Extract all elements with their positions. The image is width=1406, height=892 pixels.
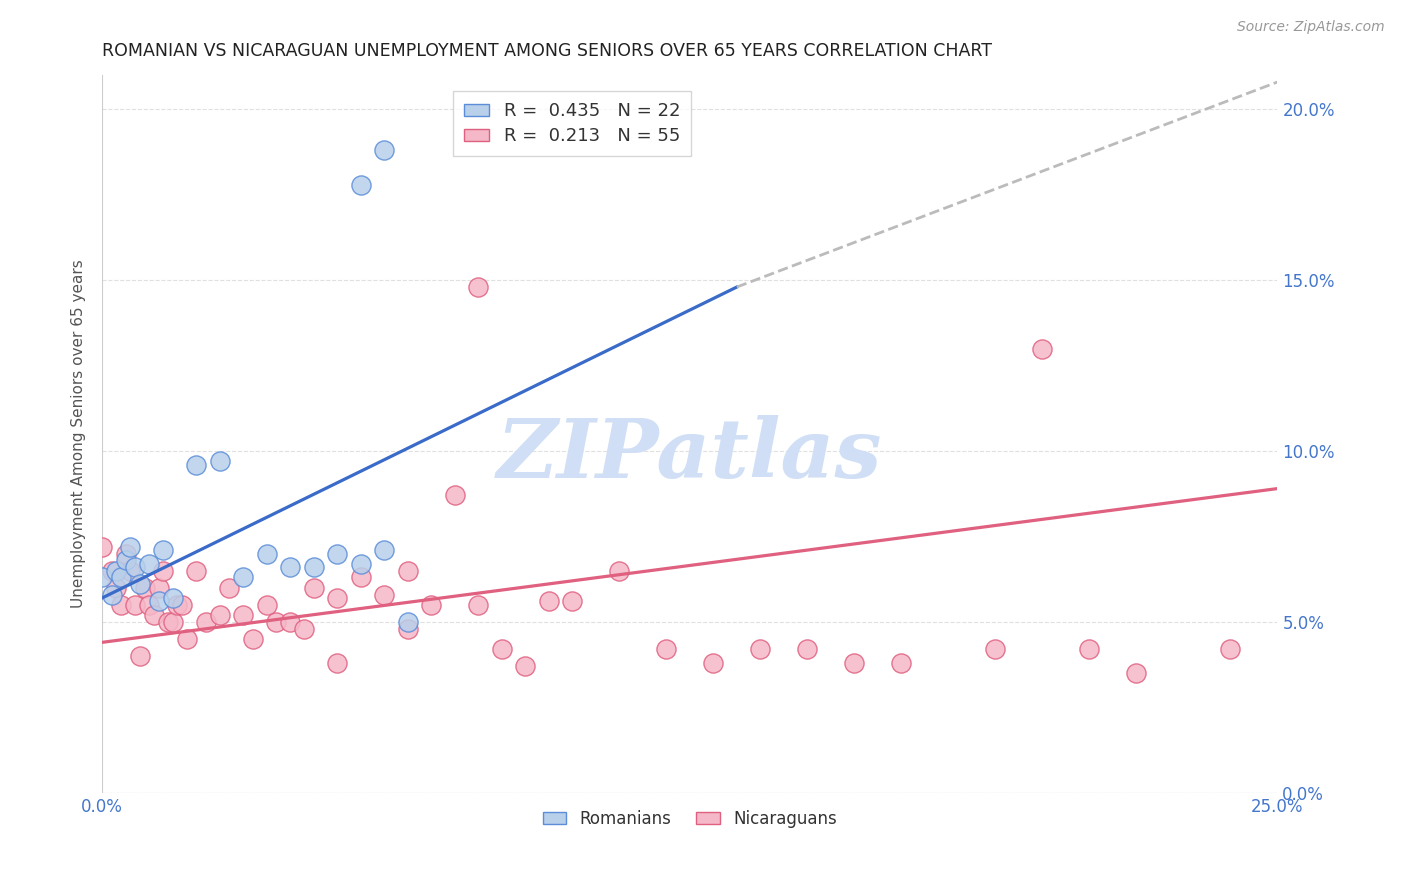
Point: [467, 598, 489, 612]
Point: [110, 570, 132, 584]
Point: [157, 615, 180, 629]
Point: [443, 488, 465, 502]
Point: [537, 594, 560, 608]
Point: [142, 607, 165, 622]
Point: [749, 642, 772, 657]
Point: [91, 570, 114, 584]
Point: [350, 570, 373, 584]
Point: [208, 607, 231, 622]
Point: [491, 642, 513, 657]
Point: [114, 553, 136, 567]
Point: [373, 144, 395, 158]
Point: [148, 594, 170, 608]
Point: [561, 594, 583, 608]
Point: [278, 560, 301, 574]
Point: [162, 615, 184, 629]
Point: [256, 547, 278, 561]
Point: [890, 656, 912, 670]
Point: [1219, 642, 1241, 657]
Point: [373, 587, 395, 601]
Text: Source: ZipAtlas.com: Source: ZipAtlas.com: [1237, 20, 1385, 34]
Text: ZIPatlas: ZIPatlas: [498, 416, 883, 495]
Text: ROMANIAN VS NICARAGUAN UNEMPLOYMENT AMONG SENIORS OVER 65 YEARS CORRELATION CHAR: ROMANIAN VS NICARAGUAN UNEMPLOYMENT AMON…: [103, 42, 993, 60]
Point: [218, 581, 240, 595]
Point: [984, 642, 1007, 657]
Point: [607, 564, 630, 578]
Point: [373, 543, 395, 558]
Point: [326, 547, 349, 561]
Point: [186, 564, 208, 578]
Point: [655, 642, 678, 657]
Point: [138, 557, 160, 571]
Point: [326, 591, 349, 605]
Point: [1031, 342, 1053, 356]
Point: [350, 178, 373, 192]
Point: [110, 598, 132, 612]
Point: [515, 659, 537, 673]
Point: [396, 615, 419, 629]
Point: [1078, 642, 1101, 657]
Point: [396, 564, 419, 578]
Point: [105, 581, 128, 595]
Point: [166, 598, 188, 612]
Point: [396, 622, 419, 636]
Point: [186, 458, 208, 472]
Point: [256, 598, 278, 612]
Point: [134, 581, 156, 595]
Y-axis label: Unemployment Among Seniors over 65 years: Unemployment Among Seniors over 65 years: [72, 260, 86, 608]
Point: [702, 656, 724, 670]
Point: [100, 564, 122, 578]
Point: [176, 632, 198, 646]
Point: [420, 598, 443, 612]
Point: [232, 607, 254, 622]
Point: [105, 564, 128, 578]
Point: [91, 540, 114, 554]
Point: [264, 615, 287, 629]
Point: [194, 615, 217, 629]
Point: [138, 598, 160, 612]
Point: [1125, 666, 1147, 681]
Point: [100, 587, 122, 601]
Point: [120, 540, 142, 554]
Point: [114, 547, 136, 561]
Point: [152, 564, 174, 578]
Point: [467, 280, 489, 294]
Point: [302, 581, 325, 595]
Point: [148, 581, 170, 595]
Point: [844, 656, 866, 670]
Point: [120, 564, 142, 578]
Point: [128, 648, 150, 663]
Point: [242, 632, 264, 646]
Point: [152, 543, 174, 558]
Point: [278, 615, 301, 629]
Point: [124, 560, 146, 574]
Point: [208, 454, 231, 468]
Point: [796, 642, 818, 657]
Point: [292, 622, 315, 636]
Point: [172, 598, 194, 612]
Point: [162, 591, 184, 605]
Point: [302, 560, 325, 574]
Point: [124, 598, 146, 612]
Point: [232, 570, 254, 584]
Point: [326, 656, 349, 670]
Point: [350, 557, 373, 571]
Point: [128, 577, 150, 591]
Legend: Romanians, Nicaraguans: Romanians, Nicaraguans: [536, 803, 844, 835]
